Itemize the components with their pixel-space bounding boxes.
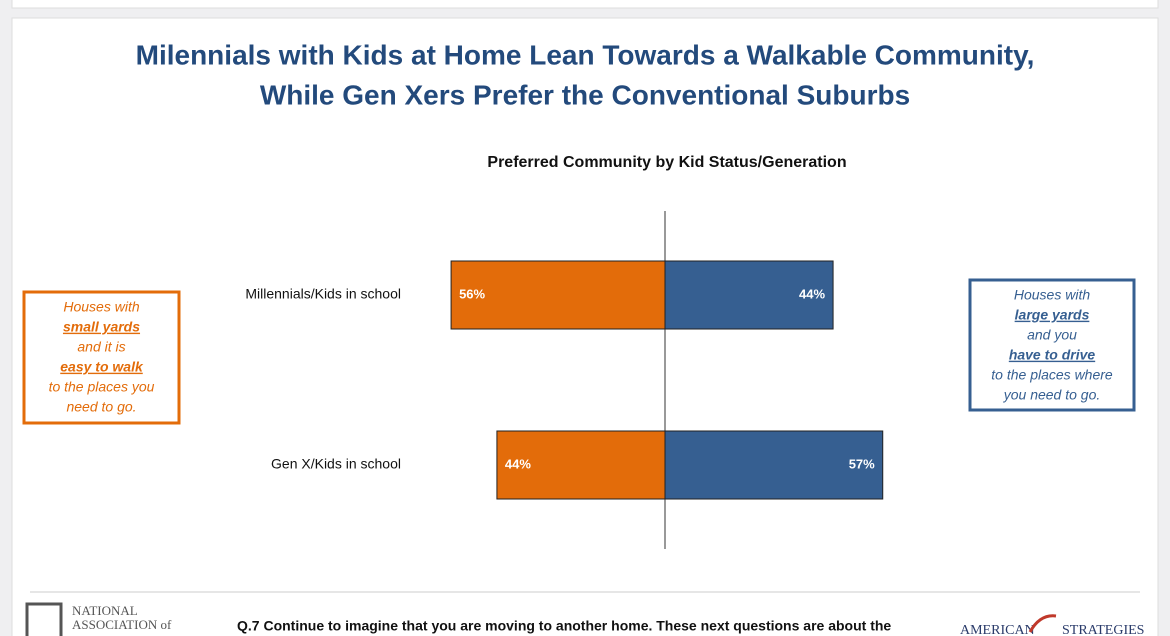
annotation-line: and you xyxy=(1027,327,1077,343)
title-line: While Gen Xers Prefer the Conventional S… xyxy=(260,79,910,110)
value-label: 56% xyxy=(459,286,485,301)
category-label: Gen X/Kids in school xyxy=(271,456,401,472)
annotation-line: to the places where xyxy=(991,367,1113,383)
logo-mark xyxy=(1028,614,1057,633)
logo-mark xyxy=(25,602,63,636)
title-line: Milennials with Kids at Home Lean Toward… xyxy=(136,39,1035,70)
annotation-line: Houses with xyxy=(63,299,139,315)
bar xyxy=(496,430,666,500)
annotation-line: small yards xyxy=(63,319,140,335)
previous-card xyxy=(11,0,1159,9)
annotation-line: have to drive xyxy=(1009,347,1096,363)
value-label: 57% xyxy=(849,456,875,471)
annotation-line: easy to walk xyxy=(60,359,144,375)
annotation-box xyxy=(968,278,1136,412)
category-label: Millennials/Kids in school xyxy=(245,286,401,302)
annotation-line: Houses with xyxy=(1014,287,1090,303)
annotation-line: need to go. xyxy=(66,399,136,415)
value-label: 44% xyxy=(799,286,825,301)
logo-text: AMERICAN xyxy=(960,623,1035,636)
annotation-box xyxy=(22,290,181,425)
question-text: Q.7 Continue to imagine that you are mov… xyxy=(237,618,891,634)
bar xyxy=(450,260,666,330)
annotation-line: to the places you xyxy=(49,379,155,395)
logo-text: ASSOCIATION of xyxy=(72,617,172,632)
bar xyxy=(664,430,884,500)
annotation-line: and it is xyxy=(77,339,125,355)
annotation-line: large yards xyxy=(1015,307,1090,323)
logo-text: NATIONAL xyxy=(72,603,138,618)
value-label: 44% xyxy=(505,456,531,471)
bar xyxy=(664,260,834,330)
chart-subtitle: Preferred Community by Kid Status/Genera… xyxy=(487,154,846,171)
logo-text: STRATEGIES xyxy=(1062,623,1144,636)
annotation-line: you need to go. xyxy=(1003,387,1101,403)
